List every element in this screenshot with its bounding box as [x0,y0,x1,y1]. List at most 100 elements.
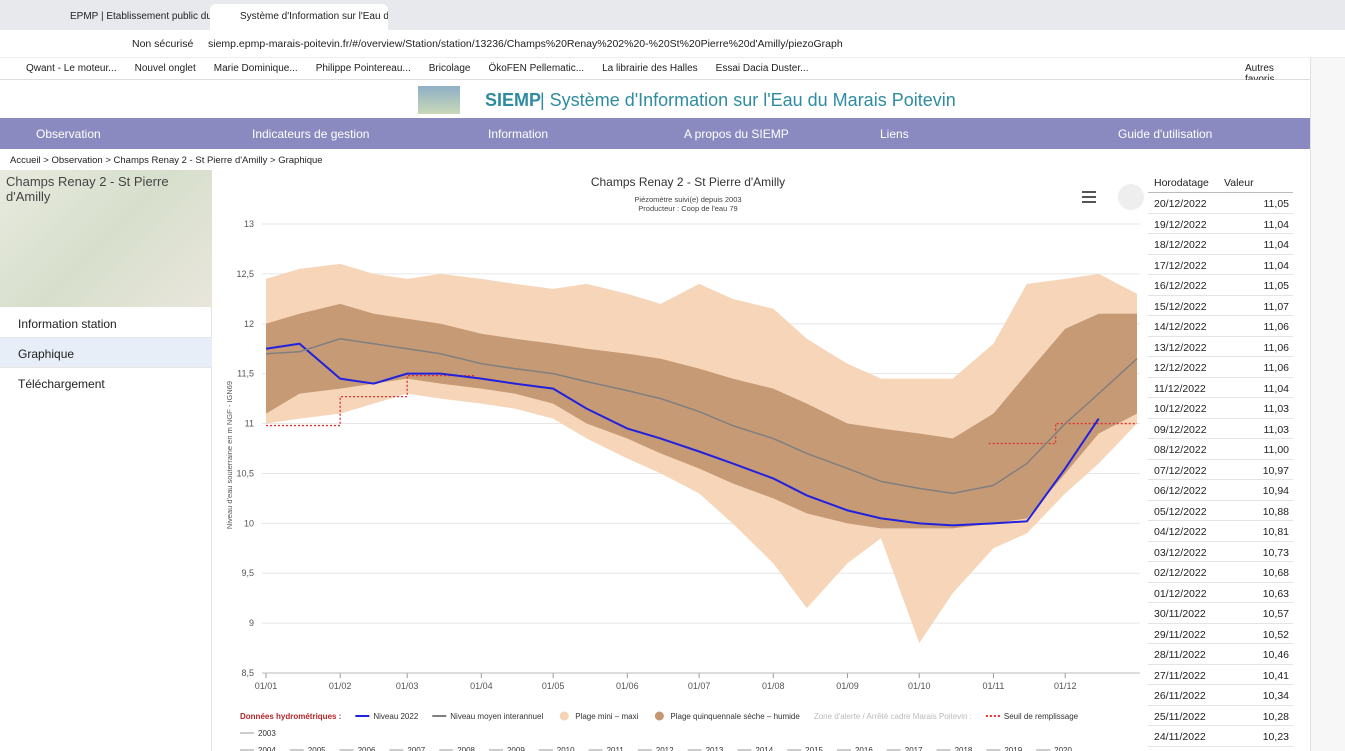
date-cell: 29/11/2022 [1154,629,1206,641]
menu-icon[interactable] [1082,192,1096,202]
legend-label[interactable]: 2004 [258,746,276,751]
brand: SIEMP [485,90,541,111]
legend-label[interactable]: 2018 [955,746,973,751]
y-axis-label: Niveau d'eau souterraine en m NGF - IGN6… [225,381,234,529]
legend-label[interactable]: 2011 [607,746,625,751]
menu-item[interactable]: Téléchargement [0,368,212,398]
legend-label[interactable]: 2006 [358,746,376,751]
legend-label[interactable]: 2013 [706,746,724,751]
url[interactable]: siemp.epmp-marais-poitevin.fr/#/overview… [208,38,843,50]
menu-item[interactable]: Graphique [0,338,212,368]
value-cell: 10,94 [1263,485,1289,497]
legend-label[interactable]: 2007 [407,746,425,751]
legend-label[interactable]: Plage quinquennale sèche – humide [670,712,800,721]
legend-label[interactable]: Plage mini – maxi [575,712,638,721]
value-cell: 10,68 [1263,567,1289,579]
browser-sidebar [1310,58,1345,751]
legend-label[interactable]: 2003 [258,729,276,738]
legend-label[interactable]: 2008 [457,746,475,751]
nav-item[interactable]: Guide d'utilisation [1118,127,1212,141]
value-cell: 10,28 [1263,711,1289,723]
bookmarks-bar: Qwant - Le moteur... Nouvel onglet Marie D… [0,58,1310,80]
value-cell: 11,00 [1264,444,1290,456]
nav-item[interactable]: A propos du SIEMP [684,127,789,141]
tab-bar: EPMP | Etablissement public du M Système… [0,0,1345,30]
date-cell: 15/12/2022 [1154,301,1207,313]
date-cell: 20/12/2022 [1154,198,1207,210]
legend-label[interactable]: 2010 [557,746,575,751]
x-tick-label: 01/08 [762,681,785,691]
tab[interactable]: Système d'Information sur l'Eau d [210,4,388,30]
security-warning[interactable]: Non sécurisé [132,38,193,50]
legend-label[interactable]: 2005 [308,746,326,751]
date-cell: 24/11/2022 [1154,731,1206,743]
crumb[interactable]: Accueil [10,155,41,166]
legend-symbol [655,712,664,721]
legend-label[interactable]: 2015 [805,746,823,751]
bookmark[interactable]: Qwant - Le moteur... [26,63,117,74]
nav-bar: Observation Indicateurs de gestion Infor… [0,118,1310,149]
legend-label[interactable]: Niveau 2022 [373,712,418,721]
legend-label: Zone d'alerte / Arrêté cadre Marais Poit… [814,712,972,721]
date-cell: 10/12/2022 [1154,403,1207,415]
y-tick-label: 13 [244,219,254,229]
table-row: 13/12/202211,06 [1148,337,1293,358]
table-row: 17/12/202211,04 [1148,255,1293,276]
crumb[interactable]: Observation [51,155,102,166]
x-tick-label: 01/03 [396,681,419,691]
legend-label[interactable]: 2017 [905,746,923,751]
x-tick-label: 01/07 [688,681,711,691]
nav-item[interactable]: Indicateurs de gestion [252,127,369,141]
y-tick-label: 8,5 [241,668,254,678]
legend-label[interactable]: Seuil de remplissage [1004,712,1079,721]
bookmark[interactable]: Marie Dominique... [214,63,298,74]
bookmark[interactable]: La librairie des Halles [602,63,698,74]
y-tick-label: 12 [244,319,254,329]
table-header: Horodatage [1154,177,1209,189]
table-row: 04/12/202210,81 [1148,521,1293,542]
date-cell: 28/11/2022 [1154,649,1206,661]
export-button[interactable] [1118,184,1144,210]
table-row: 15/12/202211,07 [1148,296,1293,317]
x-tick-label: 01/11 [982,681,1004,691]
bookmark[interactable]: ÖkoFEN Pellematic... [488,63,584,74]
value-cell: 10,88 [1263,506,1289,518]
value-cell: 11,03 [1264,403,1290,415]
breadcrumb: Accueil > Observation > Champs Renay 2 -… [0,150,1310,170]
crumb[interactable]: Champs Renay 2 - St Pierre d'Amilly [114,155,268,166]
bookmark[interactable]: Philippe Pointereau... [316,63,411,74]
bookmark[interactable]: Bricolage [429,63,471,74]
value-cell: 11,04 [1264,260,1290,272]
bookmark[interactable]: Essai Dacia Duster... [716,63,809,74]
legend-label[interactable]: 2020 [1054,746,1072,751]
legend-label[interactable]: 2019 [1004,746,1022,751]
menu-item[interactable]: Information station [0,308,212,338]
nav-item[interactable]: Observation [36,127,101,141]
nav-item[interactable]: Liens [880,127,909,141]
table-row: 06/12/202210,94 [1148,480,1293,501]
date-cell: 12/12/2022 [1154,362,1207,374]
legend-label[interactable]: 2014 [755,746,773,751]
y-tick-label: 11,5 [237,369,254,379]
y-tick-label: 10,5 [236,468,254,478]
legend-label[interactable]: 2016 [855,746,873,751]
date-cell: 01/12/2022 [1154,588,1207,600]
nav-item[interactable]: Information [488,127,548,141]
date-cell: 30/11/2022 [1154,608,1206,620]
tab[interactable]: EPMP | Etablissement public du M [40,4,218,30]
station-name: Champs Renay 2 - St Pierre d'Amilly [6,174,176,204]
bookmark[interactable]: Nouvel onglet [135,63,196,74]
legend-label[interactable]: 2009 [507,746,525,751]
table-row: 20/12/202211,05 [1148,193,1293,214]
value-cell: 11,06 [1264,362,1290,374]
legend-label[interactable]: 2012 [656,746,674,751]
legend-label[interactable]: Niveau moyen interannuel [450,712,543,721]
y-tick-label: 11 [245,419,254,429]
table-row: 30/11/202210,57 [1148,603,1293,624]
